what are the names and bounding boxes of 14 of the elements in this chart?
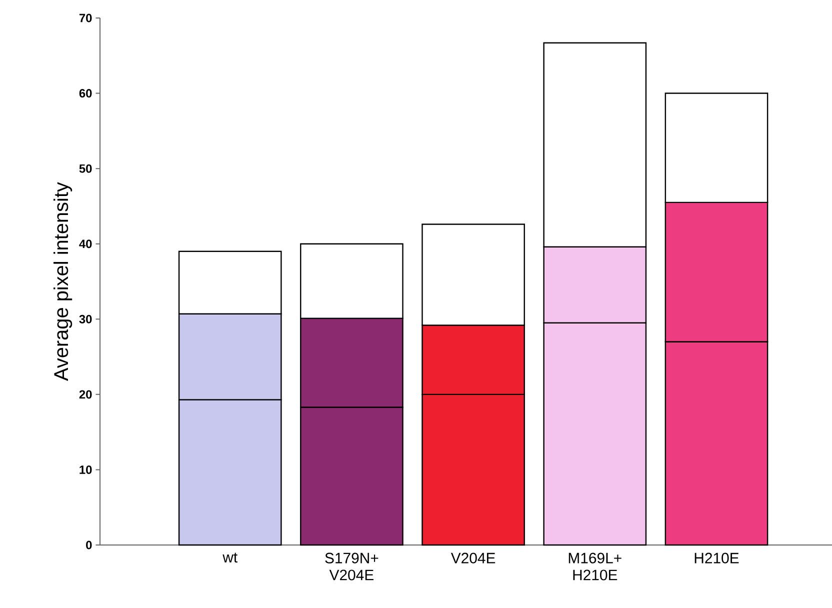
y-tick-label: 0 bbox=[86, 540, 92, 550]
y-tick-label: 40 bbox=[79, 240, 92, 248]
x-tick-label: S179N+ V204E bbox=[325, 552, 378, 580]
y-tick-label: 60 bbox=[79, 89, 92, 98]
y-tick-label: 10 bbox=[80, 465, 92, 474]
x-tick-label: M169L+ H210E bbox=[568, 552, 622, 580]
x-tick-label: H210E bbox=[694, 552, 739, 564]
y-tick-label: 20 bbox=[79, 390, 92, 399]
y-tick-label: 70 bbox=[79, 14, 92, 22]
y-tick-label: 30 bbox=[79, 314, 92, 324]
x-tick-label: wt bbox=[222, 552, 238, 563]
x-tick-label: V204E bbox=[450, 552, 496, 564]
y-tick-label: 50 bbox=[79, 164, 92, 173]
y-axis-title: Average pixel intensity bbox=[54, 182, 72, 381]
